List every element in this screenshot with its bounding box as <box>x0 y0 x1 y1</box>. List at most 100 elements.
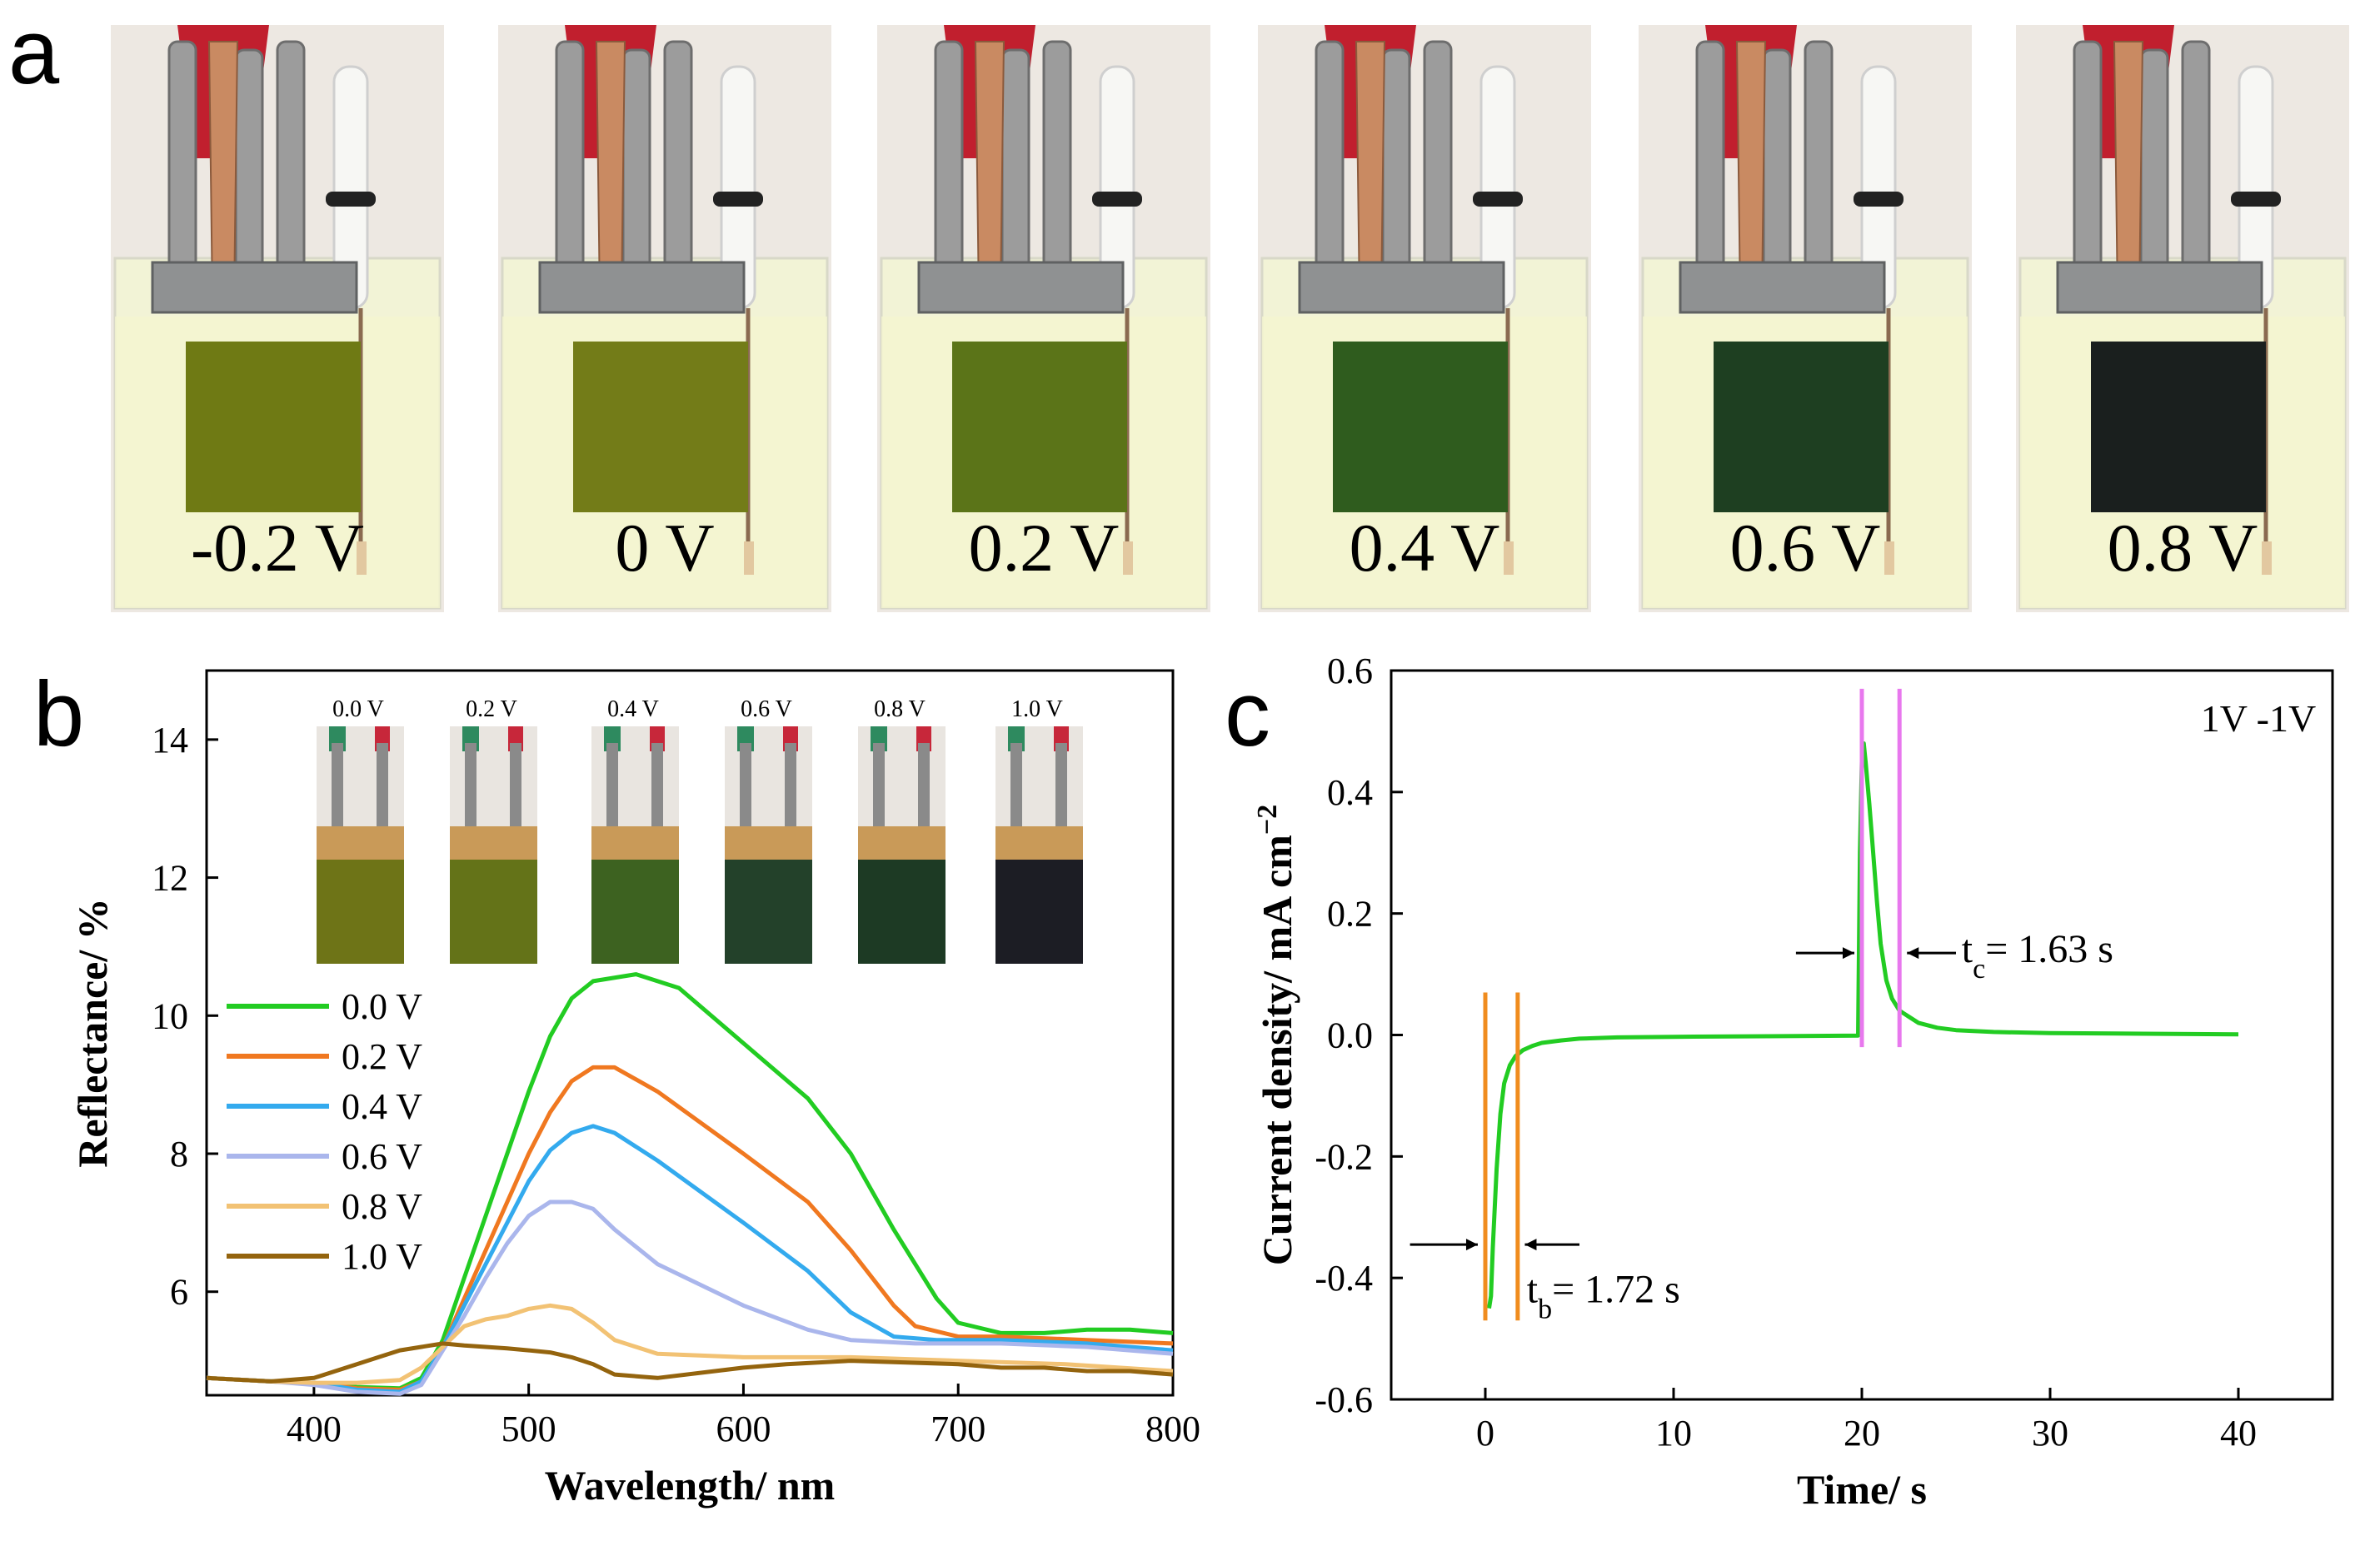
steel-clip-middle <box>1381 48 1411 293</box>
photo-voltage-label: -0.2 V <box>191 510 364 586</box>
steel-clip-middle <box>621 48 651 293</box>
steel-clip-left <box>555 40 585 293</box>
inset-film <box>450 860 537 964</box>
electrode-tip <box>1884 541 1894 575</box>
inset-film <box>591 860 679 964</box>
steel-clip-right <box>276 40 306 293</box>
steel-clip-middle <box>2139 48 2169 293</box>
c-xtick-label: 30 <box>2032 1413 2068 1454</box>
inset-clip-right <box>377 743 388 835</box>
inset-voltage-label: 0.4 V <box>607 696 659 722</box>
photo-voltage-label: 0 V <box>615 510 714 586</box>
electrode-ring <box>326 192 376 207</box>
b-ytick-label: 10 <box>152 995 188 1036</box>
photo-voltage-label: 0.6 V <box>1730 510 1881 586</box>
steel-clip-right <box>1042 40 1072 293</box>
foil-strip <box>538 261 746 314</box>
inset-voltage-label: 0.6 V <box>741 696 792 722</box>
inset-voltage-label: 0.0 V <box>332 696 384 722</box>
inset-voltage-label: 1.0 V <box>1011 696 1063 722</box>
b-ytick-label: 12 <box>152 858 188 899</box>
electrochromic-film <box>1333 342 1508 512</box>
c-ytick-label: -0.2 <box>1315 1136 1373 1177</box>
electrode-ring <box>1473 192 1523 207</box>
steel-clip-left <box>167 40 197 293</box>
inset-tape <box>450 826 537 860</box>
panel-b-letter: b <box>33 663 84 766</box>
foil-strip <box>1298 261 1505 314</box>
foil-strip <box>1679 261 1886 314</box>
panel-c: c 0 10 20 30 40 -0.6 -0.4 -0.2 0.0 0.2 0.4 0.6 Time/… <box>1225 651 2334 1513</box>
inset-photo-4: 0.8 V <box>858 696 946 964</box>
photo-4: 0.6 V <box>1639 25 1972 612</box>
panel-b-legend: 0.0 V 0.2 V 0.4 V 0.6 V 0.8 V 1.0 V <box>227 986 422 1277</box>
panel-b-axes: 400 500 600 700 800 6 8 10 12 14 Wavelength/ nm Ref… <box>69 669 1200 1509</box>
c-xtick-label: 40 <box>2220 1413 2257 1454</box>
b-xtick-label: 500 <box>501 1409 556 1449</box>
photo-0: -0.2 V <box>111 25 444 612</box>
inset-clip-right <box>918 743 930 835</box>
b-ytick-label: 6 <box>170 1272 188 1313</box>
legend-label-4: 0.8 V <box>342 1186 422 1227</box>
steel-clip-middle <box>1000 48 1030 293</box>
inset-tape <box>995 826 1083 860</box>
series-line-5 <box>206 1341 1174 1384</box>
inset-film <box>858 860 946 964</box>
electrochromic-film <box>573 342 748 512</box>
photo-3: 0.4 V <box>1258 25 1591 612</box>
c-xtick-label: 20 <box>1844 1413 1880 1454</box>
c-ytick-label: -0.6 <box>1315 1379 1373 1420</box>
c-ytick-label: 0.6 <box>1327 651 1373 691</box>
panel-b-series <box>206 972 1174 1396</box>
inset-photo-2: 0.4 V <box>591 696 679 964</box>
steel-clip-right <box>663 40 693 293</box>
electrochromic-film <box>2091 342 2266 512</box>
photo-2: 0.2 V <box>877 25 1210 612</box>
steel-clip-right <box>1804 40 1834 293</box>
steel-clip-left <box>934 40 964 293</box>
electrochromic-film <box>952 342 1127 512</box>
inset-film <box>317 860 404 964</box>
inset-film <box>995 860 1083 964</box>
panel-c-letter: c <box>1225 663 1270 766</box>
panel-c-axes: 0 10 20 30 40 -0.6 -0.4 -0.2 0.0 0.2 0.4 0.6 Time/ s… <box>1252 651 2334 1513</box>
electrode-tip <box>1504 541 1514 575</box>
tb-label: tb= 1.72 s <box>1527 1267 1680 1324</box>
inset-photo-5: 1.0 V <box>995 696 1083 964</box>
b-ytick-label: 8 <box>170 1134 188 1174</box>
panel-a: a -0.2 V 0 V 0.2 V 0.4 V 0.6 V 0.8 V <box>8 1 2349 612</box>
foil-strip <box>151 261 358 314</box>
b-y-axis-title: Reflectance/ % <box>69 898 116 1167</box>
panel-a-letter: a <box>8 1 60 103</box>
inset-tape <box>317 826 404 860</box>
potential-annotation: 1V -1V <box>2201 697 2316 740</box>
inset-tape <box>591 826 679 860</box>
steel-clip-left <box>2073 40 2103 293</box>
inset-voltage-label: 0.2 V <box>466 696 517 722</box>
legend-label-2: 0.4 V <box>342 1086 422 1127</box>
inset-photo-1: 0.2 V <box>450 696 537 964</box>
inset-photo-3: 0.6 V <box>725 696 812 964</box>
photo-1: 0 V <box>498 25 831 612</box>
legend-label-0: 0.0 V <box>342 986 422 1027</box>
inset-tape <box>725 826 812 860</box>
c-x-axis-title: Time/ s <box>1797 1466 1927 1513</box>
legend-label-1: 0.2 V <box>342 1036 422 1077</box>
b-xtick-label: 700 <box>931 1409 985 1449</box>
c-y-axis-title: Current density/ mA cm−2 <box>1252 805 1301 1265</box>
electrochromic-film <box>186 342 361 512</box>
b-ytick-label: 14 <box>152 720 188 761</box>
legend-label-5: 1.0 V <box>342 1236 422 1277</box>
electrode-tip <box>357 541 367 575</box>
inset-tape <box>858 826 946 860</box>
steel-clip-right <box>1423 40 1453 293</box>
c-xtick-label: 10 <box>1655 1413 1692 1454</box>
electrode-tip <box>2262 541 2272 575</box>
photo-voltage-label: 0.8 V <box>2108 510 2258 586</box>
series-line-4 <box>206 1303 1174 1385</box>
tc-label: tc= 1.63 s <box>1962 927 2113 985</box>
electrode-ring <box>1092 192 1142 207</box>
steel-clip-middle <box>1762 48 1792 293</box>
